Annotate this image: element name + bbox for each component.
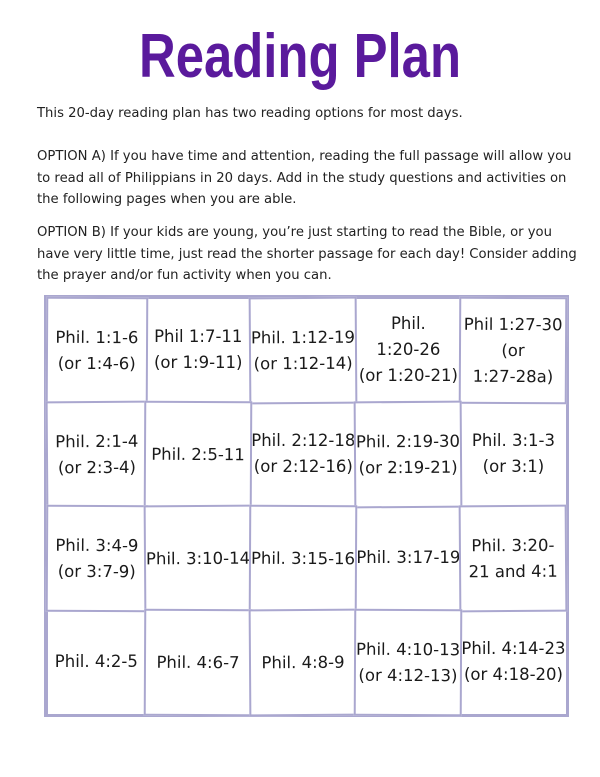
day-cell-5: Phil 1:27-30 (or 1:27-28a)	[459, 296, 568, 404]
day-cell-13: Phil. 3:15-16	[248, 504, 358, 612]
passage-line: (or 1:20-21)	[358, 366, 458, 385]
passage-line: (or 2:3-4)	[57, 456, 136, 477]
passage-line: Phil. 4:6-7	[156, 651, 240, 672]
day-passage: Phil. 2:5-11	[151, 441, 245, 467]
passage-line: Phil. 2:5-11	[151, 443, 246, 464]
day-passage: Phil. 2:19-30 (or 2:19-21)	[356, 428, 460, 481]
day-cell-6: Phil. 2:1-4 (or 2:3-4)	[45, 400, 148, 508]
option-a-text: OPTION A) If you have time and attention…	[37, 149, 572, 207]
passage-line: Phil. 2:1-4	[54, 430, 138, 451]
passage-line: Phil. 4:10-13	[356, 638, 461, 659]
day-cell-18: Phil. 4:8-9	[248, 608, 358, 716]
day-cell-15: Phil. 3:20- 21 and 4:1	[459, 504, 568, 612]
passage-line: (or 1:12-14)	[253, 352, 353, 373]
day-cell-19: Phil. 4:10-13 (or 4:12-13)	[354, 608, 463, 716]
day-passage: Phil. 1:1-6 (or 1:4-6)	[55, 324, 138, 376]
day-passage: Phil. 4:14-23 (or 4:18-20)	[461, 636, 565, 688]
day-passage: Phil. 4:2-5	[55, 649, 138, 675]
option-b-text: OPTION B) If your kids are young, you’re…	[37, 225, 577, 283]
passage-line: Phil 1:27-30	[464, 313, 564, 334]
passage-line: Phil. 3:15-16	[251, 547, 356, 568]
day-passage: Phil. 1:12-19 (or 1:12-14)	[251, 324, 355, 377]
passage-line: Phil. 1:12-19	[251, 326, 356, 347]
day-cell-1: Phil. 1:1-6 (or 1:4-6)	[45, 296, 148, 404]
passage-line: Phil. 3:17-19	[356, 548, 461, 567]
passage-line: Phil. 4:2-5	[54, 652, 138, 671]
intro-text: This 20-day reading plan has two reading…	[37, 106, 463, 121]
day-cell-12: Phil. 3:10-14	[143, 504, 253, 612]
passage-line: Phil. 4:14-23	[461, 639, 566, 658]
day-cell-20: Phil. 4:14-23 (or 4:18-20)	[459, 608, 568, 716]
day-cell-9: Phil. 2:19-30 (or 2:19-21)	[353, 400, 463, 508]
day-passage: Phil. 2:1-4 (or 2:3-4)	[55, 428, 138, 481]
passage-line: (or 1:9-11)	[153, 353, 243, 372]
passage-line: Phil. 3:4-9	[54, 534, 138, 555]
day-passage: Phil. 4:10-13 (or 4:12-13)	[356, 636, 460, 689]
passage-line: (or 3:7-9)	[57, 560, 136, 581]
day-passage: Phil. 4:6-7	[157, 649, 240, 675]
day-passage: Phil 1:7-11 (or 1:9-11)	[154, 324, 243, 376]
passage-line: (or 4:12-13)	[358, 664, 458, 685]
day-cell-3: Phil. 1:12-19 (or 1:12-14)	[248, 296, 358, 404]
day-passage: Phil. 3:15-16	[251, 545, 355, 572]
day-cell-16: Phil. 4:2-5	[45, 608, 148, 716]
reading-plan-grid: Phil. 1:1-6 (or 1:4-6) Phil 1:7-11 (or 1:9-…	[44, 295, 569, 717]
passage-line: (or 1:4-6)	[57, 352, 136, 373]
passage-line: Phil. 4:8-9	[261, 651, 345, 672]
day-passage: Phil. 3:17-19	[356, 545, 460, 571]
day-passage: Phil. 4:8-9	[262, 649, 345, 676]
passage-line: (or 2:19-21)	[358, 456, 459, 477]
passage-line: Phil. 3:10-14	[146, 547, 251, 568]
passage-line: 21 and 4:1	[468, 560, 559, 581]
passage-line: (or 2:12-16)	[253, 457, 353, 476]
passage-line: Phil. 3:1-3	[471, 431, 555, 450]
day-passage: Phil. 3:4-9 (or 3:7-9)	[55, 532, 138, 584]
passage-line: Phil. 2:19-30	[356, 430, 461, 451]
day-cell-7: Phil. 2:5-11	[143, 400, 253, 508]
day-cell-11: Phil. 3:4-9 (or 3:7-9)	[45, 504, 148, 612]
passage-line: 1:20-26	[376, 340, 441, 359]
passage-line: Phil 1:7-11	[154, 327, 243, 346]
passage-line: Phil. 2:12-18	[251, 431, 356, 450]
day-passage: Phil. 2:12-18 (or 2:12-16)	[251, 428, 355, 480]
passage-line: Phil.	[390, 314, 426, 333]
day-cell-17: Phil. 4:6-7	[143, 608, 253, 716]
day-cell-10: Phil. 3:1-3 (or 3:1)	[459, 400, 568, 508]
day-cell-8: Phil. 2:12-18 (or 2:12-16)	[249, 400, 358, 508]
passage-line: Phil. 1:1-6	[54, 326, 138, 347]
day-passage: Phil. 3:1-3 (or 3:1)	[472, 428, 555, 480]
passage-line: 1:27-28a)	[472, 365, 554, 386]
day-cell-14: Phil. 3:17-19	[354, 504, 463, 612]
page-title: Reading Plan	[138, 22, 462, 91]
day-passage: Phil. 3:10-14	[146, 545, 250, 572]
day-passage: Phil. 3:20- 21 and 4:1	[469, 532, 558, 585]
day-cell-4: Phil. 1:20-26 (or 1:20-21)	[354, 296, 463, 404]
passage-line: (or	[501, 339, 526, 360]
passage-line: (or 4:18-20)	[463, 665, 563, 684]
passage-line: Phil. 3:20-	[471, 534, 555, 555]
day-cell-2: Phil 1:7-11 (or 1:9-11)	[144, 296, 253, 404]
passage-line: (or 3:1)	[482, 457, 545, 476]
day-passage: Phil. 1:20-26 (or 1:20-21)	[359, 311, 458, 389]
day-passage: Phil 1:27-30 (or 1:27-28a)	[464, 311, 563, 390]
